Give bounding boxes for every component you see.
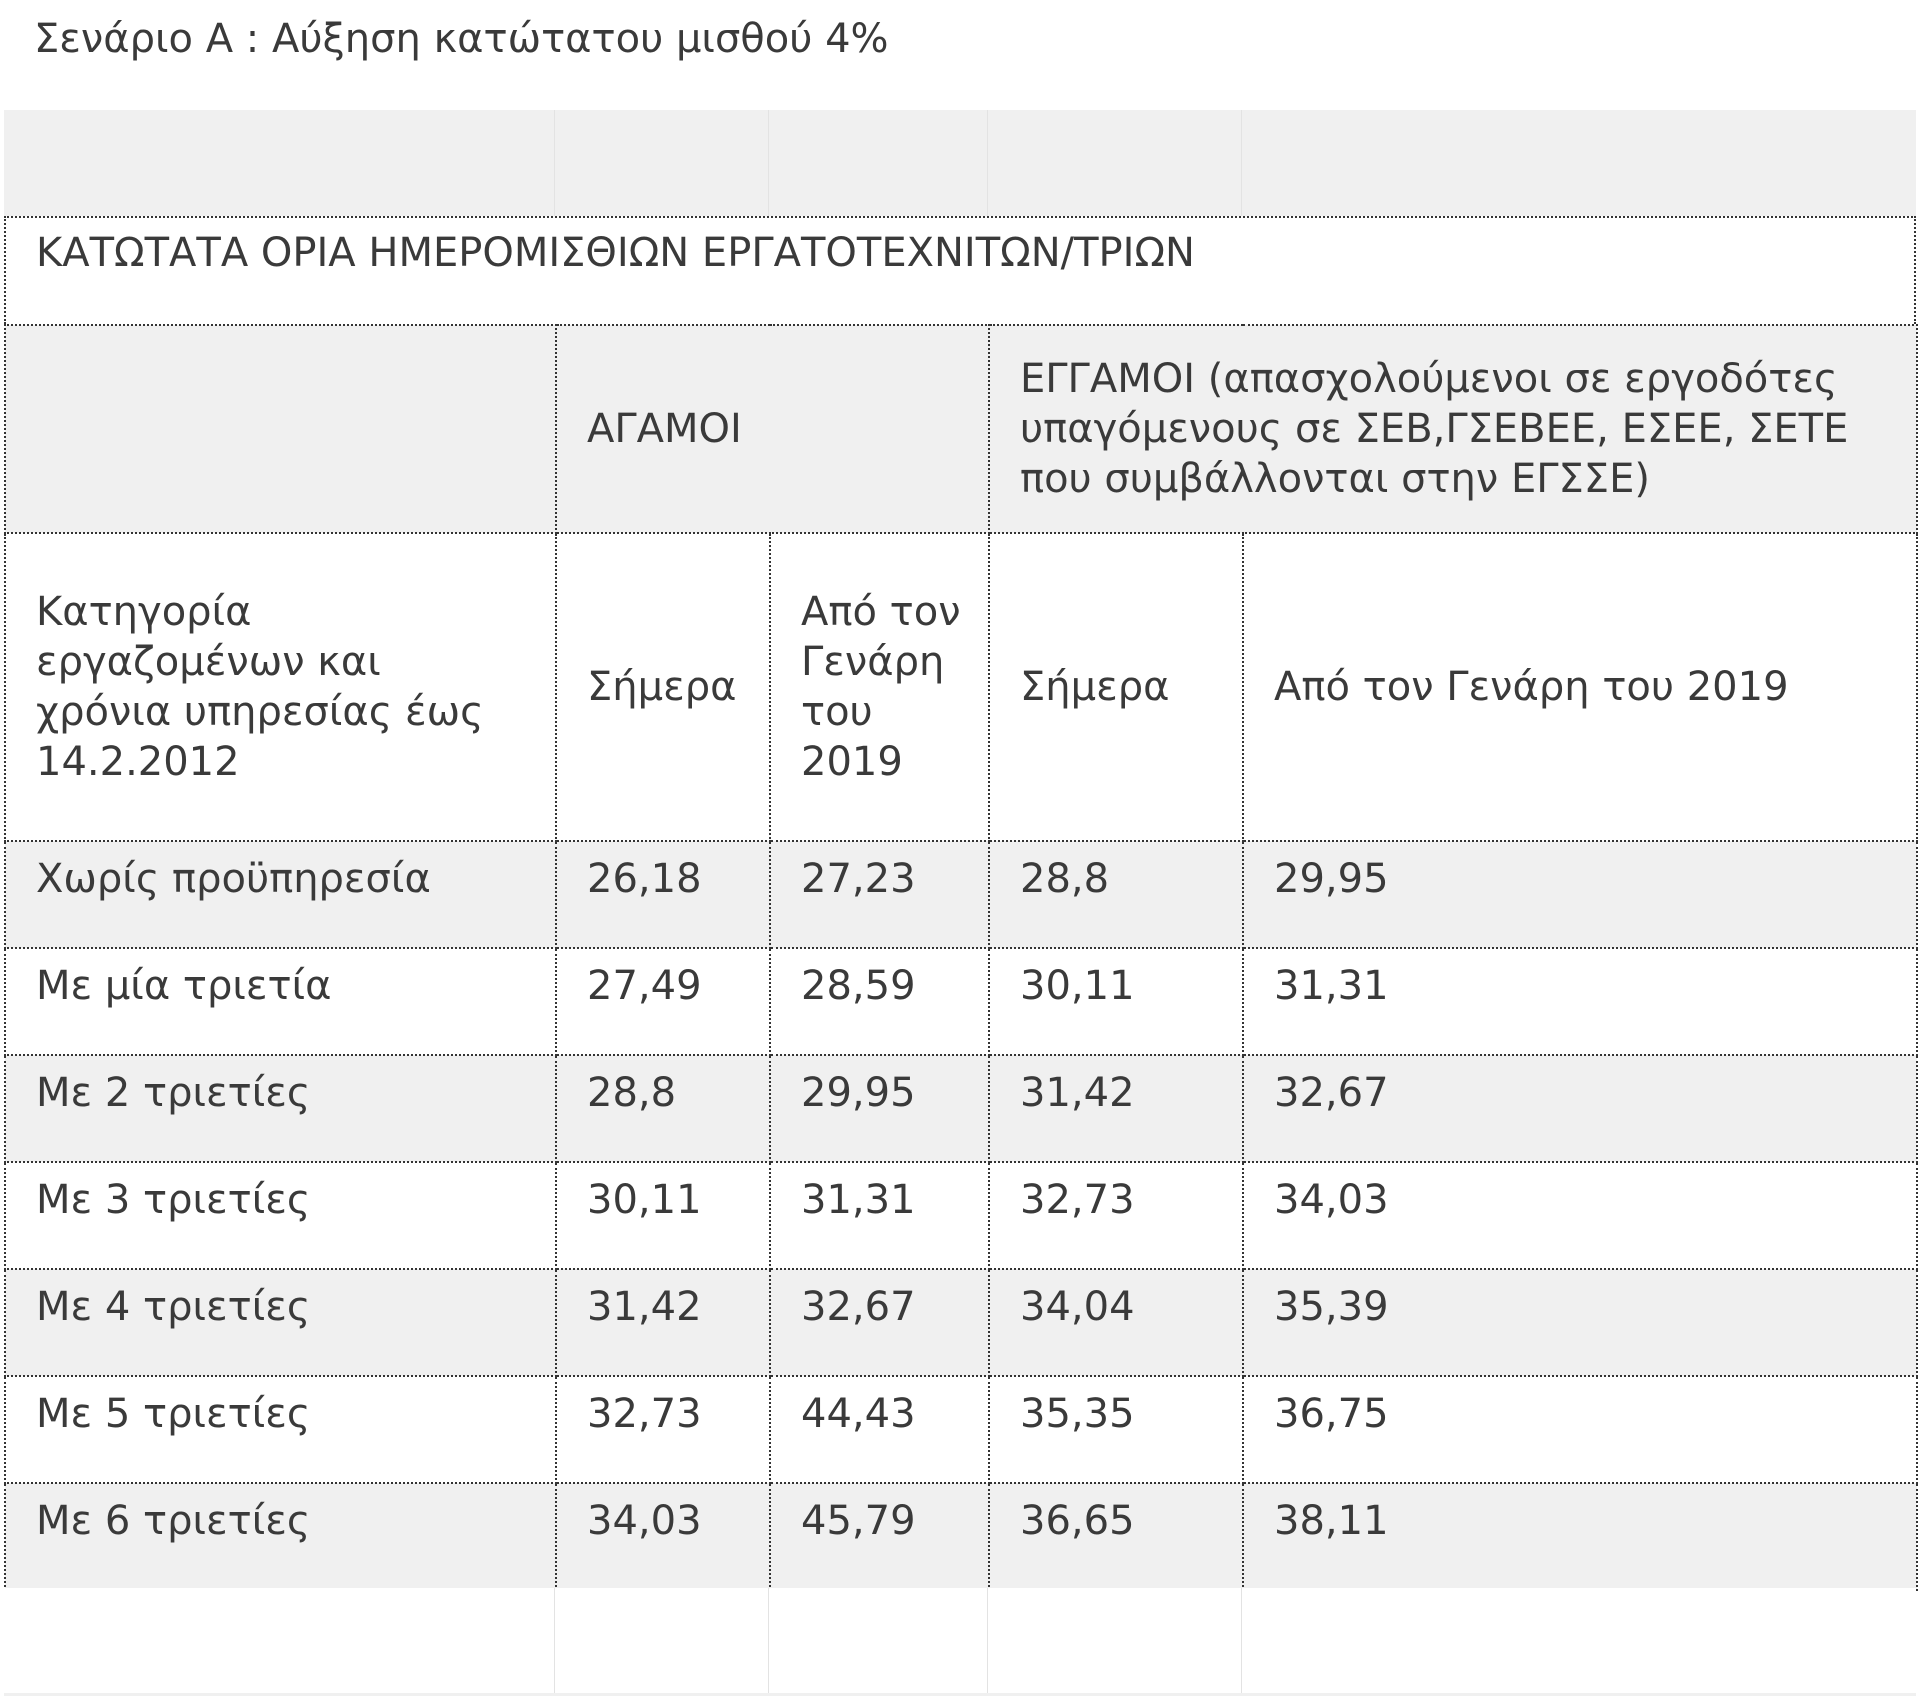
- scenario-title: Σενάριο Α : Αύξηση κατώτατου μισθού 4%: [4, 4, 1916, 110]
- row-category-cell: Με 3 τριετίες: [4, 1161, 557, 1270]
- row-category-cell: Με 6 τριετίες: [4, 1482, 557, 1591]
- married-today-cell: 32,73: [988, 1161, 1244, 1270]
- single-today-cell: 30,11: [555, 1161, 771, 1270]
- single-today-cell: 28,8: [555, 1054, 771, 1163]
- single-today-cell: 34,03: [555, 1482, 771, 1591]
- married-2019-cell: 29,95: [1242, 840, 1918, 949]
- single-today-cell: 31,42: [555, 1268, 771, 1377]
- married-today-cell: 34,04: [988, 1268, 1244, 1377]
- table-caption: ΚΑΤΩΤΑΤΑ ΟΡΙΑ ΗΜΕΡΟΜΙΣΘΙΩΝ ΕΡΓΑΤΟΤΕΧΝΙΤΩ…: [4, 216, 1916, 324]
- married-today-cell: 36,65: [988, 1482, 1244, 1591]
- grid-line: [554, 110, 555, 216]
- column-header-row: Κατηγορία εργαζομένων και χρόνια υπηρεσί…: [4, 532, 1918, 842]
- single-2019-cell: 29,95: [769, 1054, 990, 1163]
- married-2019-cell: 32,67: [1242, 1054, 1918, 1163]
- table-row: Με 4 τριετίες 31,42 32,67 34,04 35,39: [4, 1268, 1918, 1377]
- grid-line: [987, 1588, 988, 1693]
- table-row: Με 5 τριετίες 32,73 44,43 35,35 36,75: [4, 1375, 1918, 1484]
- married-2019-cell: 38,11: [1242, 1482, 1918, 1591]
- footer-border: [4, 1693, 1916, 1696]
- grid-line: [768, 110, 769, 216]
- table-row: Με 3 τριετίες 30,11 31,31 32,73 34,03: [4, 1161, 1918, 1270]
- row-category-cell: Με 5 τριετίες: [4, 1375, 557, 1484]
- row-category-cell: Με 4 τριετίες: [4, 1268, 557, 1377]
- married-2019-cell: 31,31: [1242, 947, 1918, 1056]
- empty-footer-row: [4, 1588, 1916, 1693]
- single-2019-cell: 44,43: [769, 1375, 990, 1484]
- single-2019-cell: 31,31: [769, 1161, 990, 1270]
- single-2019-cell: 32,67: [769, 1268, 990, 1377]
- column-header-category: Κατηγορία εργαζομένων και χρόνια υπηρεσί…: [4, 532, 557, 842]
- single-2019-cell: 27,23: [769, 840, 990, 949]
- grid-line: [1241, 110, 1242, 216]
- group-header-empty: [4, 324, 557, 534]
- row-category-cell: Χωρίς προϋπηρεσία: [4, 840, 557, 949]
- single-today-cell: 26,18: [555, 840, 771, 949]
- single-today-cell: 32,73: [555, 1375, 771, 1484]
- table-row: Με 2 τριετίες 28,8 29,95 31,42 32,67: [4, 1054, 1918, 1163]
- column-header-single-today: Σήμερα: [555, 532, 771, 842]
- column-header-single-2019: Από τον Γενάρη του 2019: [769, 532, 990, 842]
- table-row: Με μία τριετία 27,49 28,59 30,11 31,31: [4, 947, 1918, 1056]
- table-row: Χωρίς προϋπηρεσία 26,18 27,23 28,8 29,95: [4, 840, 1918, 949]
- grid-line: [768, 1588, 769, 1693]
- single-2019-cell: 28,59: [769, 947, 990, 1056]
- row-category-cell: Με 2 τριετίες: [4, 1054, 557, 1163]
- group-header-single: ΑΓΑΜΟΙ: [555, 324, 990, 534]
- table-row: Με 6 τριετίες 34,03 45,79 36,65 38,11: [4, 1482, 1918, 1591]
- grid-line: [554, 1588, 555, 1693]
- married-2019-cell: 34,03: [1242, 1161, 1918, 1270]
- column-header-married-today: Σήμερα: [988, 532, 1244, 842]
- wages-table: ΑΓΑΜΟΙ ΕΓΓΑΜΟΙ (απασχολούμενοι σε εργοδό…: [4, 324, 1918, 1591]
- married-today-cell: 30,11: [988, 947, 1244, 1056]
- group-header-married: ΕΓΓΑΜΟΙ (απασχολούμενοι σε εργοδότες υπα…: [988, 324, 1918, 534]
- married-today-cell: 35,35: [988, 1375, 1244, 1484]
- column-header-married-2019: Από τον Γενάρη του 2019: [1242, 532, 1918, 842]
- empty-gray-row: [4, 110, 1916, 216]
- married-2019-cell: 35,39: [1242, 1268, 1918, 1377]
- married-2019-cell: 36,75: [1242, 1375, 1918, 1484]
- grid-line: [1241, 1588, 1242, 1693]
- married-today-cell: 31,42: [988, 1054, 1244, 1163]
- single-today-cell: 27,49: [555, 947, 771, 1056]
- grid-line: [987, 110, 988, 216]
- row-category-cell: Με μία τριετία: [4, 947, 557, 1056]
- group-header-row: ΑΓΑΜΟΙ ΕΓΓΑΜΟΙ (απασχολούμενοι σε εργοδό…: [4, 324, 1918, 534]
- married-today-cell: 28,8: [988, 840, 1244, 949]
- single-2019-cell: 45,79: [769, 1482, 990, 1591]
